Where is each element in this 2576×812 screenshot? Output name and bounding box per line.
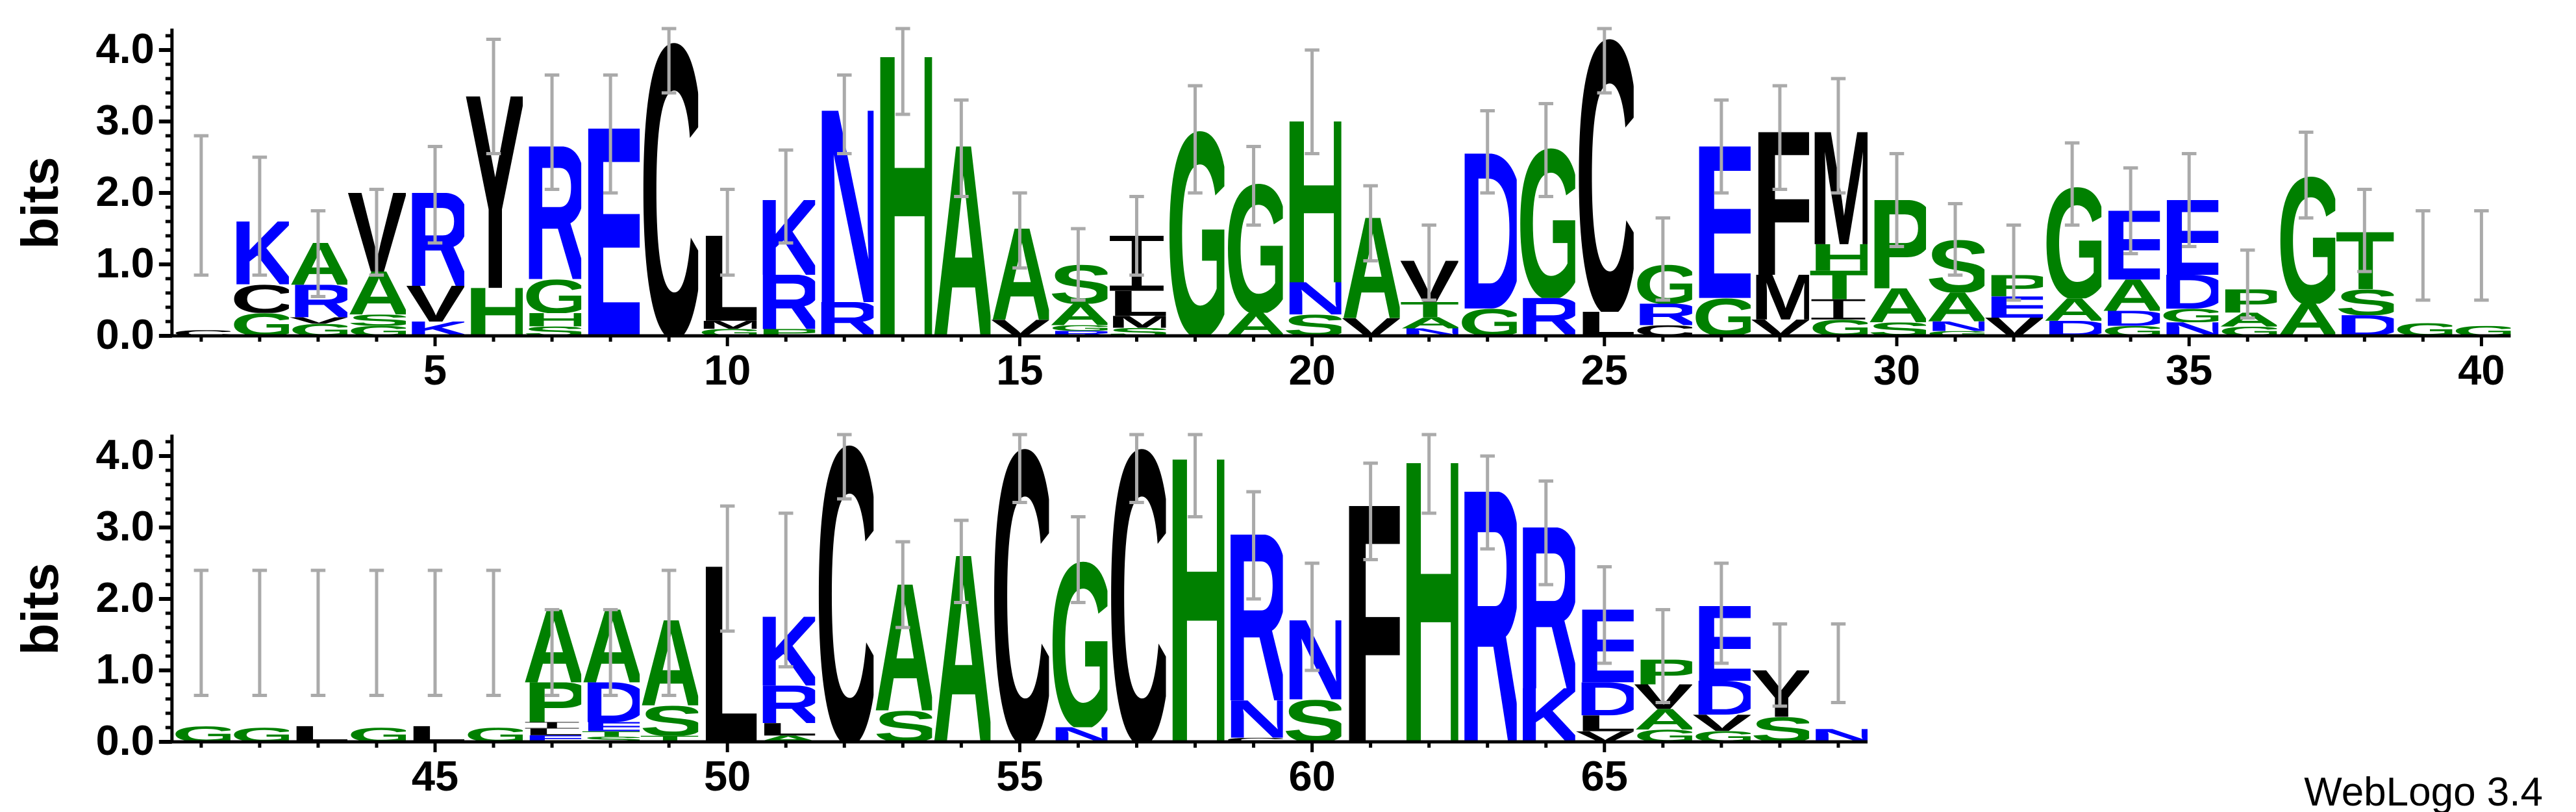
svg-text:0.0: 0.0 — [95, 311, 154, 358]
svg-text:4.0: 4.0 — [95, 25, 154, 72]
svg-text:25: 25 — [1581, 346, 1628, 394]
svg-text:3.0: 3.0 — [95, 502, 154, 550]
svg-text:65: 65 — [1581, 752, 1628, 800]
svg-text:2.0: 2.0 — [95, 168, 154, 215]
svg-text:50: 50 — [704, 752, 751, 800]
svg-text:15: 15 — [996, 346, 1043, 394]
svg-text:10: 10 — [704, 346, 751, 394]
svg-text:40: 40 — [2458, 346, 2505, 394]
svg-text:4.0: 4.0 — [95, 431, 154, 478]
svg-text:2.0: 2.0 — [95, 574, 154, 621]
svg-text:WebLogo 3.4: WebLogo 3.4 — [2304, 770, 2543, 812]
svg-text:bits: bits — [11, 563, 69, 655]
svg-text:1.0: 1.0 — [95, 239, 154, 286]
svg-text:20: 20 — [1288, 346, 1335, 394]
svg-text:60: 60 — [1288, 752, 1335, 800]
svg-text:30: 30 — [1873, 346, 1920, 394]
svg-text:3.0: 3.0 — [95, 96, 154, 144]
svg-text:55: 55 — [996, 752, 1043, 800]
svg-text:bits: bits — [11, 157, 69, 249]
svg-text:35: 35 — [2166, 346, 2212, 394]
svg-text:5: 5 — [423, 346, 447, 394]
svg-text:0.0: 0.0 — [95, 717, 154, 764]
svg-text:1.0: 1.0 — [95, 645, 154, 692]
svg-text:45: 45 — [412, 752, 458, 800]
